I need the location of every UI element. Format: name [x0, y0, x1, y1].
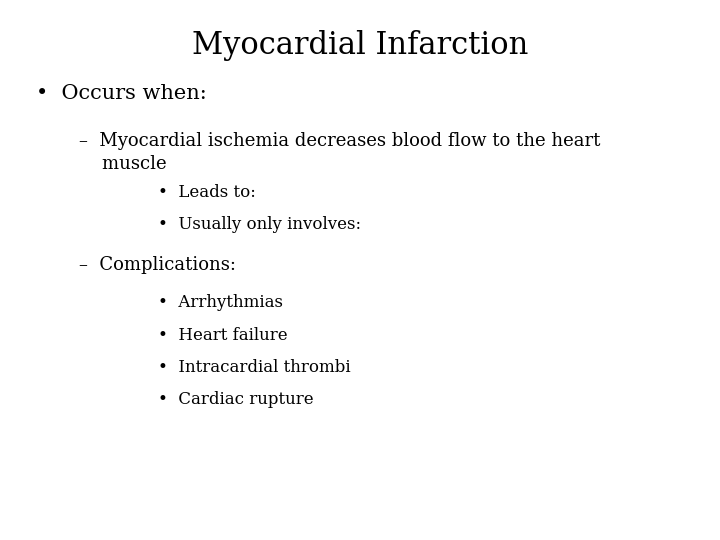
Text: •  Arrhythmias: • Arrhythmias: [158, 294, 284, 311]
Text: •  Heart failure: • Heart failure: [158, 327, 288, 343]
Text: –  Myocardial ischemia decreases blood flow to the heart
    muscle: – Myocardial ischemia decreases blood fl…: [79, 132, 600, 173]
Text: •  Occurs when:: • Occurs when:: [36, 84, 207, 103]
Text: •  Cardiac rupture: • Cardiac rupture: [158, 392, 314, 408]
Text: •  Intracardial thrombi: • Intracardial thrombi: [158, 359, 351, 376]
Text: •  Leads to:: • Leads to:: [158, 184, 256, 200]
Text: Myocardial Infarction: Myocardial Infarction: [192, 30, 528, 60]
Text: •  Usually only involves:: • Usually only involves:: [158, 216, 361, 233]
Text: –  Complications:: – Complications:: [79, 256, 236, 274]
